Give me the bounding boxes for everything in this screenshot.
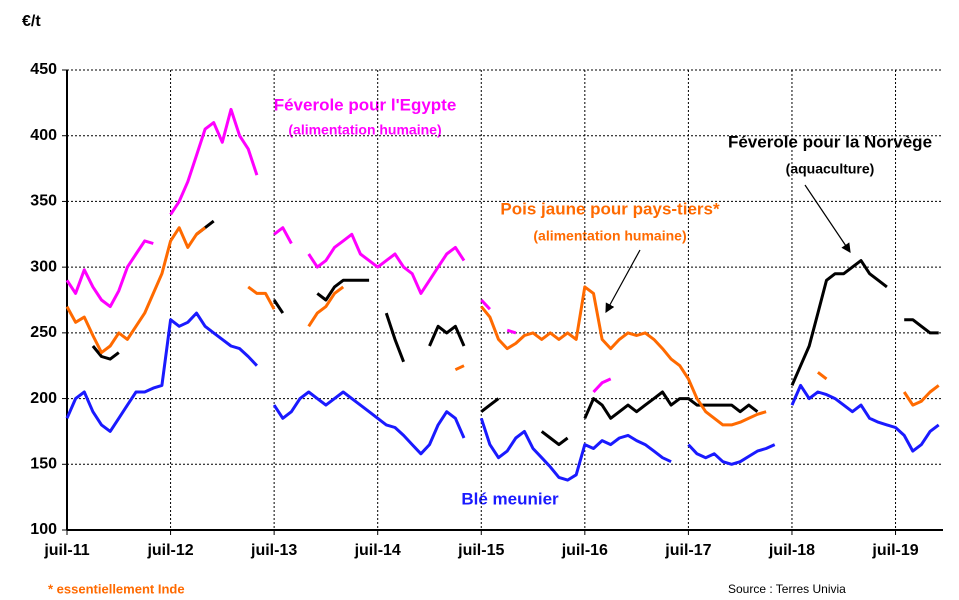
x-tick-label: juil-19: [871, 542, 918, 559]
arrow: [605, 249, 641, 314]
y-tick-label: 250: [30, 324, 57, 341]
y-tick-label: 200: [30, 390, 57, 407]
series-label: Pois jaune pour pays-tiers*: [500, 199, 720, 218]
x-tick-label: juil-12: [146, 542, 193, 559]
y-tick-label: 150: [30, 456, 57, 473]
series-label: Blé meunier: [461, 489, 559, 508]
series-sublabel: (alimentation humaine): [288, 122, 441, 138]
series-label: Féverole pour la Norvège: [728, 132, 932, 151]
series-sublabel: (aquaculture): [786, 161, 875, 177]
y-tick-label: 450: [30, 61, 57, 78]
x-tick-label: juil-13: [250, 542, 297, 559]
series-sublabel: (alimentation humaine): [533, 228, 686, 244]
y-tick-label: 400: [30, 127, 57, 144]
series-line: [65, 311, 940, 482]
source: Source : Terres Univia: [728, 582, 846, 596]
x-tick-label: juil-14: [354, 542, 401, 559]
x-tick-label: juil-17: [664, 542, 711, 559]
footnote: * essentiellement Inde: [48, 581, 185, 596]
series-label: Féverole pour l'Egypte: [274, 95, 457, 114]
y-tick-label: 350: [30, 193, 57, 210]
x-tick-label: juil-11: [43, 542, 89, 559]
x-tick-label: juil-16: [561, 542, 608, 559]
series-line: [65, 226, 940, 427]
y-tick-label: 300: [30, 258, 57, 275]
arrow: [804, 184, 851, 253]
y-tick-label: 100: [30, 521, 57, 538]
x-tick-label: juil-15: [457, 542, 504, 559]
unit-label: €/t: [22, 13, 41, 30]
x-tick-label: juil-18: [768, 542, 815, 559]
